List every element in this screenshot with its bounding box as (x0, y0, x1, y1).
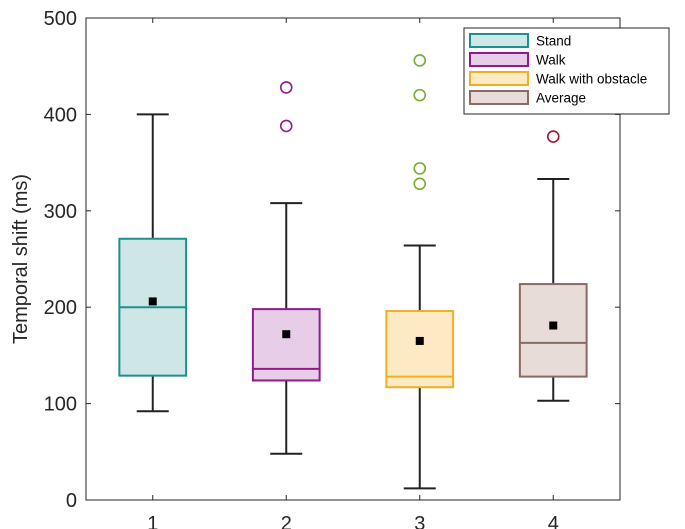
y-axis-label: Temporal shift (ms) (10, 174, 32, 344)
legend-entry: Walk with obstacle (536, 72, 647, 87)
x-axis: 1 2 3 4 (147, 18, 559, 529)
outlier-point (413, 54, 427, 67)
legend: Stand Walk Walk with obstacle Average (463, 27, 670, 115)
plot-area (85, 17, 621, 501)
box-average (518, 130, 588, 402)
mean-marker (282, 330, 291, 339)
x-tick-label: 4 (548, 513, 559, 529)
y-tick-label: 100 (44, 394, 77, 416)
y-tick-label: 400 (44, 104, 77, 126)
box-stand (118, 113, 188, 413)
legend-entry: Average (536, 91, 586, 106)
x-tick-label: 2 (281, 513, 292, 529)
legend-swatch (469, 52, 529, 67)
outlier-point (413, 177, 427, 191)
x-tick-label: 1 (147, 513, 158, 529)
mean-marker (148, 297, 157, 306)
box-walk (251, 81, 321, 455)
iqr-box (518, 283, 588, 378)
outlier-point (546, 130, 560, 143)
legend-entry: Walk (536, 53, 566, 68)
y-tick-label: 300 (44, 201, 77, 223)
legend-swatch (469, 33, 529, 48)
x-tick-label: 3 (414, 513, 425, 529)
outlier-point (413, 162, 427, 175)
y-tick-label: 500 (44, 8, 77, 30)
outlier-point (279, 81, 293, 94)
mean-marker (415, 336, 424, 345)
legend-swatch (469, 71, 529, 86)
outlier-point (413, 88, 427, 102)
axes-frame (85, 17, 621, 501)
y-tick-label: 200 (44, 297, 77, 319)
y-tick-label: 0 (66, 490, 77, 512)
legend-entry: Stand (536, 34, 571, 49)
legend-swatch (469, 90, 529, 105)
iqr-box (385, 310, 455, 389)
y-axis: 0 100 200 300 400 500 (44, 8, 620, 512)
mean-marker (549, 321, 558, 330)
outlier-point (279, 119, 293, 133)
box-walk-with-obstacle (385, 54, 455, 490)
